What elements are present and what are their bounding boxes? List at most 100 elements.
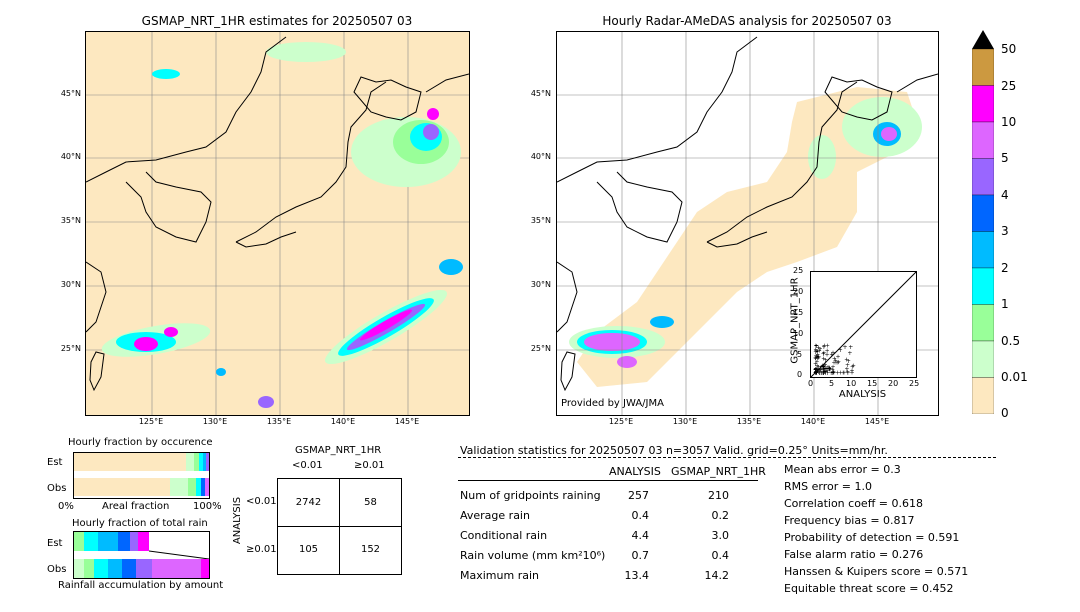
scatter-point: + xyxy=(814,354,819,361)
scatter-point: + xyxy=(825,368,830,375)
scatter-point: + xyxy=(816,354,821,361)
contingency-a: 2742 xyxy=(295,497,322,508)
scatter-point: + xyxy=(823,357,828,364)
validation-row-gsmap: 210 xyxy=(708,489,729,502)
cb-label-1: 1 xyxy=(1001,297,1009,311)
scatter-point: + xyxy=(815,349,820,356)
scatter-point: + xyxy=(821,365,826,372)
occurrence-axis-right: 100% xyxy=(193,501,222,512)
total-row-est: Est xyxy=(47,538,63,549)
scatter-point: + xyxy=(816,345,821,352)
total-title: Hourly fraction of total rain xyxy=(72,518,208,529)
total-bar-obs xyxy=(74,559,209,578)
scatter-point: + xyxy=(817,370,822,377)
validation-row-label: Maximum rain xyxy=(460,569,539,582)
occurrence-axis-left: 0% xyxy=(58,501,74,512)
scatter-ytick-15: 15 xyxy=(793,308,804,317)
scatter-point: + xyxy=(835,370,840,377)
scatter-point: + xyxy=(844,366,849,373)
scatter-point: + xyxy=(838,347,843,354)
contingency-col1: <0.01 xyxy=(292,460,323,471)
scatter-xtick-15: 15 xyxy=(867,379,878,388)
colorbar-segment xyxy=(972,377,994,414)
right-lon-140: 140°E xyxy=(800,417,826,426)
validation-col-analysis: ANALYSIS xyxy=(609,465,661,478)
cb-label-2: 2 xyxy=(1001,261,1009,275)
left-lat-40: 40°N xyxy=(60,152,81,161)
left-coastlines xyxy=(86,36,469,392)
validation-row-analysis: 4.4 xyxy=(631,529,650,542)
scatter-point: + xyxy=(830,349,835,356)
total-bar-est xyxy=(74,532,149,551)
scatter-point: + xyxy=(831,368,836,375)
right-lat-30: 30°N xyxy=(530,280,551,289)
scatter-point: + xyxy=(813,366,818,373)
scatter-point: + xyxy=(820,362,825,369)
scatter-point: + xyxy=(813,343,818,350)
right-lon-145: 145°E xyxy=(864,417,890,426)
scatter-point: + xyxy=(845,362,850,369)
scatter-point: + xyxy=(814,370,819,377)
scatter-point: + xyxy=(819,364,824,371)
occurrence-row-est: Est xyxy=(47,457,63,468)
scatter-point: + xyxy=(825,351,830,358)
scatter-points: ++++++++ ++++++++++++++++ +++ ++++++++ +++++… xyxy=(813,343,856,377)
scatter-point: + xyxy=(831,364,836,371)
validation-row-label: Average rain xyxy=(460,509,530,522)
diagonal-line xyxy=(811,272,916,377)
left-map xyxy=(85,31,470,416)
scatter-point: + xyxy=(821,370,826,377)
validation-header-rule xyxy=(458,457,996,458)
validation-row-label: Rain volume (mm km²10⁶) xyxy=(460,549,606,562)
scatter-point: + xyxy=(818,366,823,373)
scatter-point: + xyxy=(829,370,834,377)
cb-label-10: 10 xyxy=(1001,115,1017,129)
validation-row-gsmap: 14.2 xyxy=(704,569,730,582)
scatter-point: + xyxy=(813,349,818,356)
scatter-ytick-25: 25 xyxy=(793,266,804,275)
left-map-svg xyxy=(86,32,469,415)
scatter-point: + xyxy=(814,369,819,376)
scatter-point: + xyxy=(815,351,820,358)
scatter-point: + xyxy=(823,370,828,377)
scatter-point: + xyxy=(833,357,838,364)
scatter-xtick-5: 5 xyxy=(829,379,835,388)
scatter-xtick-0: 0 xyxy=(808,379,814,388)
right-lon-135: 135°E xyxy=(736,417,762,426)
right-map-title: Hourly Radar-AMeDAS analysis for 2025050… xyxy=(602,14,892,28)
cb-label-0.01: 0.01 xyxy=(1001,370,1028,384)
scatter-svg: ++++++++ ++++++++++++++++ +++ ++++++++ +++++… xyxy=(811,272,916,377)
contingency-row-title: ANALYSIS xyxy=(232,496,244,545)
left-lat-30: 30°N xyxy=(60,280,81,289)
scatter-point: + xyxy=(849,368,854,375)
scatter-point: + xyxy=(830,370,835,377)
score-line: Frequency bias = 0.817 xyxy=(784,514,915,527)
scatter-point: + xyxy=(821,369,826,376)
total-connector xyxy=(148,550,209,560)
scatter-point: + xyxy=(825,370,830,377)
scatter-point: + xyxy=(813,367,818,374)
scatter-point: + xyxy=(821,370,826,377)
validation-row-gsmap: 0.2 xyxy=(711,509,730,522)
scatter-point: + xyxy=(846,358,851,365)
left-lon-125: 125°E xyxy=(138,417,164,426)
scatter-xtick-20: 20 xyxy=(888,379,899,388)
validation-col-gsmap: GSMAP_NRT_1HR xyxy=(671,465,766,478)
scatter-point: + xyxy=(845,370,850,377)
scatter-point: + xyxy=(821,364,826,371)
contingency-b: 58 xyxy=(364,497,377,508)
scatter-point: + xyxy=(817,367,822,374)
scatter-point: + xyxy=(818,367,823,374)
scatter-point: + xyxy=(814,365,819,372)
scatter-point: + xyxy=(841,370,846,377)
scatter-point: + xyxy=(818,346,823,353)
contingency-row1: <0.01 xyxy=(246,496,277,507)
scatter-point: + xyxy=(814,348,819,355)
scatter-point: + xyxy=(814,370,819,377)
scatter-point: + xyxy=(823,362,828,369)
left-rain-south xyxy=(101,259,463,408)
scatter-point: + xyxy=(850,369,855,376)
scatter-point: + xyxy=(816,354,821,361)
validation-row-analysis: 257 xyxy=(628,489,649,502)
scatter-point: + xyxy=(813,349,818,356)
